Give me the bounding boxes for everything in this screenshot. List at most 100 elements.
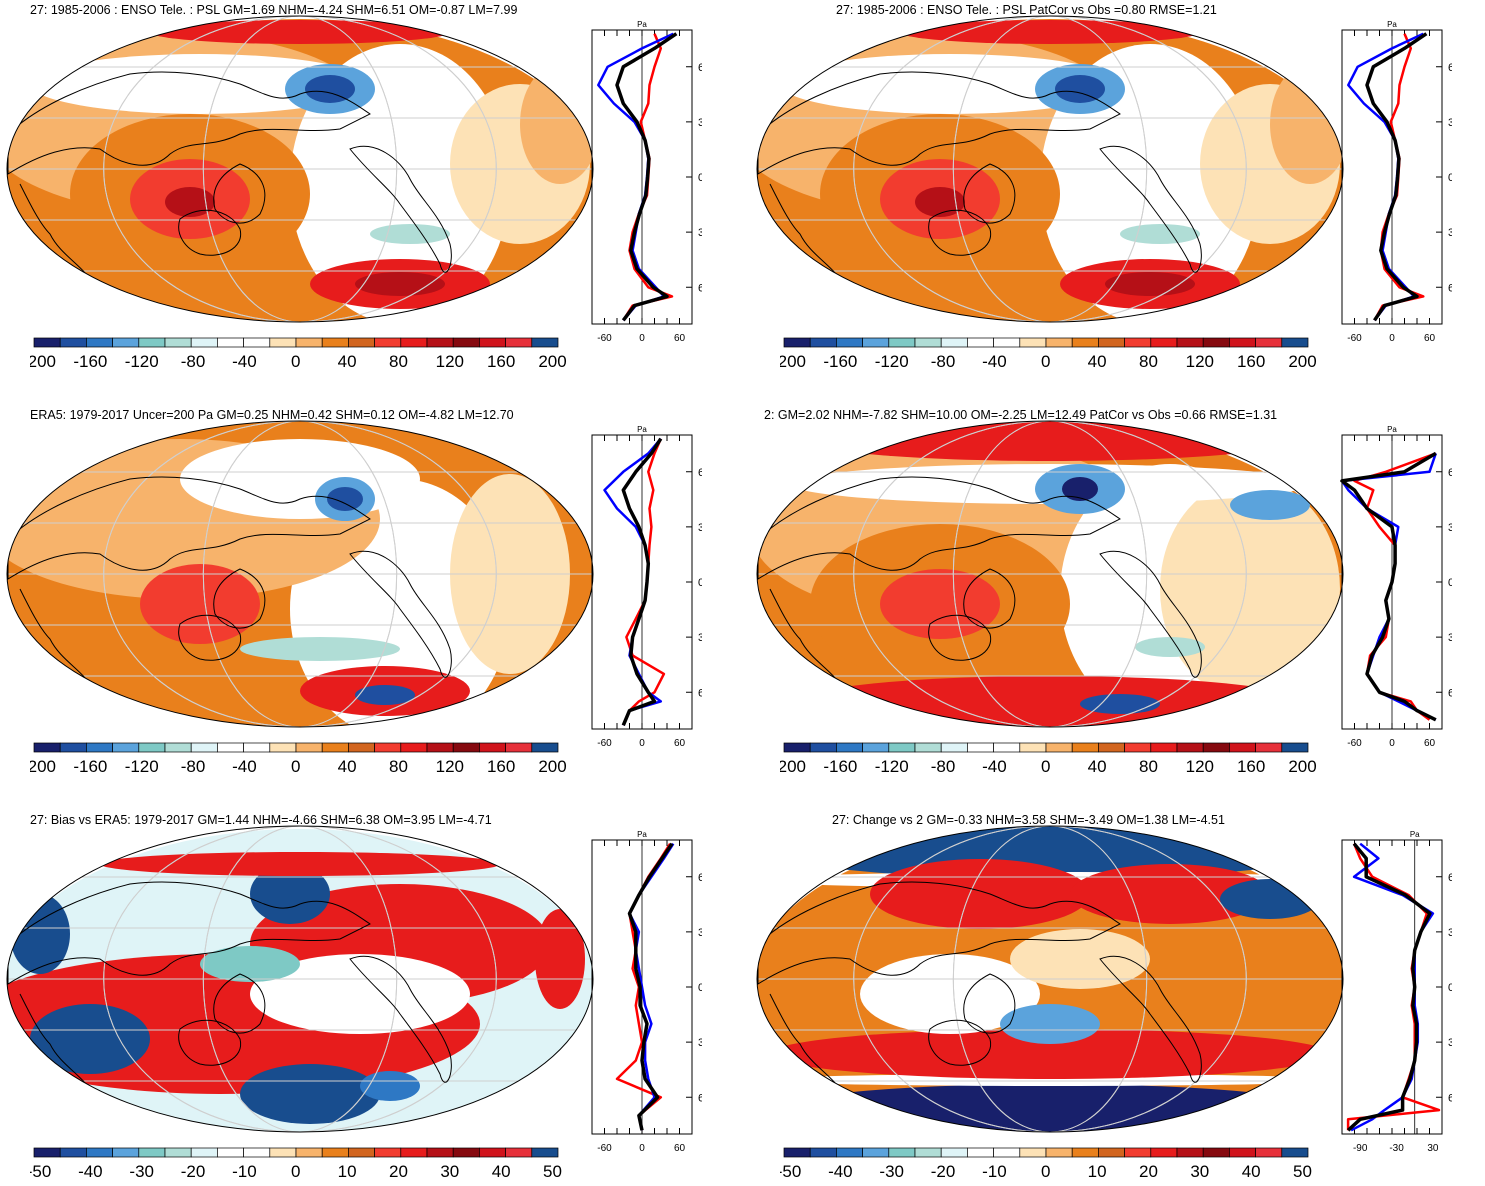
colorbar-swatch [888,742,916,753]
zonal-profile: Pa -60 0 60 60N 30N 0 30S 60S [591,830,702,1154]
longitude-gridline [103,421,497,727]
colorbar-swatch [243,337,271,348]
colorbar-label: 40 [1088,352,1107,371]
world-map [6,15,594,323]
contour-region [165,187,215,217]
contour-region [1160,479,1340,699]
colorbar-label: 10 [338,1162,357,1181]
contour-region [1120,224,1200,244]
colorbar-swatch [86,1147,113,1158]
coastline [178,209,242,256]
colorbar-swatch [505,1147,533,1158]
contour-region [1010,929,1150,989]
profile-line-mean [621,437,663,726]
colorbar-label: 80 [389,757,408,776]
colorbar-label: 40 [492,1162,511,1181]
coastline [769,993,841,1090]
colorbar-swatch [479,337,506,348]
colorbar-swatch [862,1147,890,1158]
x-tick-label: 0 [639,738,645,749]
colorbar-label: -120 [125,757,159,776]
longitude-gridline [952,826,1148,1132]
longitude-gridline [202,421,398,727]
coastline [769,183,841,280]
coastline [757,71,1121,175]
contour-region [250,864,330,924]
colorbar-label: -200 [30,352,56,371]
y-tick-label: 60N [698,467,702,479]
colorbar-label: -30 [879,1162,904,1181]
colorbar-swatch [217,337,244,348]
colorbar-label: -40 [78,1162,103,1181]
y-tick-label: 60N [1448,62,1452,74]
colorbar-label: 40 [1242,1162,1261,1181]
colorbar-swatch [836,1147,863,1158]
colorbar-label: 40 [1088,757,1107,776]
colorbar-swatch [1255,742,1283,753]
zonal-profile: Pa -60 0 60 60N 30N 0 30S 60S [1341,20,1452,344]
colorbar-swatch [1124,1147,1152,1158]
colorbar-swatch [269,337,297,348]
colorbar-swatch [914,742,942,753]
coastline [7,476,371,580]
colorbar-label: 200 [538,757,566,776]
colorbar-label: -40 [232,352,257,371]
colorbar-label: 0 [291,1162,300,1181]
y-tick-label: 30S [1448,632,1452,644]
colorbar-swatch [1071,1147,1099,1158]
colorbar-swatch [426,1147,454,1158]
colorbar-swatch [295,337,323,348]
colorbar-swatch [1229,742,1256,753]
colorbar-swatch [940,337,968,348]
colorbar-swatch [862,337,890,348]
contour-region [760,1074,1340,1086]
map-title: 2: GM=2.02 NHM=-7.82 SHM=10.00 OM=-2.25 … [764,408,1278,422]
colorbar-swatch [531,337,559,348]
contour-region [370,224,450,244]
coastline [213,973,266,1034]
colorbar-swatch [1281,337,1309,348]
longitude-gridline [202,16,398,322]
colorbar-label: 120 [1186,352,1214,371]
colorbar-swatch [59,742,87,753]
x-tick-label: 60 [674,738,686,749]
contour-region [360,1071,420,1101]
colorbar-swatch [217,1147,244,1158]
coastline [1099,955,1202,1083]
x-tick-label: 0 [639,333,645,344]
coastline [178,1019,242,1066]
colorbar-swatch [505,337,533,348]
contour-region [250,954,470,1034]
colorbar-label: 160 [1237,352,1265,371]
colorbar-swatch [269,742,297,753]
longitude-gridline [952,16,1148,322]
colorbar-swatch [1071,337,1099,348]
colorbar-swatch [531,742,559,753]
colorbar-swatch [967,1147,994,1158]
y-tick-label: 30N [1448,927,1452,939]
y-tick-label: 0 [1448,982,1452,994]
colorbar-swatch [112,1147,140,1158]
colorbar-label: -200 [30,757,56,776]
colorbar-swatch [1098,1147,1125,1158]
map-field [7,421,593,727]
colorbar-label: -20 [931,1162,956,1181]
contour-region [760,1084,1340,1132]
colorbar-label: -160 [73,352,107,371]
colorbar-swatch [33,1147,61,1158]
colorbar-label: 0 [1041,1162,1050,1181]
colorbar-swatch [400,742,428,753]
colorbar-swatch [1019,742,1047,753]
colorbar-label: -120 [875,757,909,776]
colorbar-swatch [836,742,863,753]
contour-region [1220,879,1320,919]
contour-region [1000,1004,1100,1044]
coastline [928,209,992,256]
colorbar-swatch [269,1147,297,1158]
colorbar-swatch [993,337,1021,348]
profile-line-mean [1340,451,1437,722]
colorbar-swatch [452,742,480,753]
colorbar-swatch [1045,1147,1073,1158]
colorbar-label: 0 [291,352,300,371]
